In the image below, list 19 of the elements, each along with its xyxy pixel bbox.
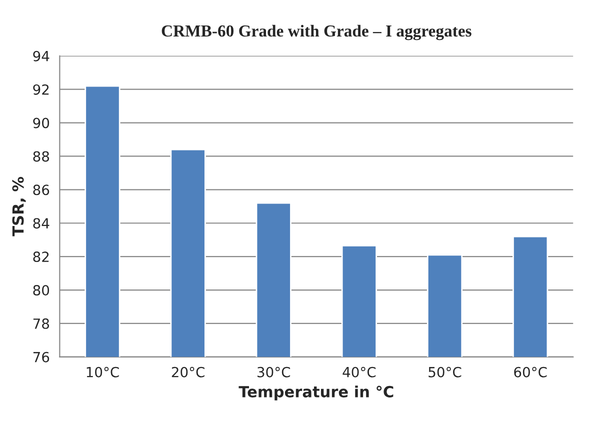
y-tick-label: 78 bbox=[33, 318, 50, 329]
x-tick-label: 40°C bbox=[342, 366, 376, 378]
y-tick-label: 92 bbox=[33, 84, 49, 95]
x-tick-label: 30°C bbox=[258, 366, 290, 378]
x-tick-label: 20°C bbox=[172, 366, 204, 378]
y-tick-label: 86 bbox=[33, 184, 50, 196]
y-tick-label: 88 bbox=[33, 151, 50, 162]
chart-title: CRMB-60 Grade with Grade – I aggregates bbox=[162, 24, 472, 40]
y-tick-label: 82 bbox=[33, 252, 49, 262]
y-tick-label: 90 bbox=[33, 118, 50, 128]
x-tick-label: 50°C bbox=[428, 366, 462, 378]
y-axis-title: TSR, % bbox=[12, 176, 26, 236]
y-tick-label: 94 bbox=[33, 50, 50, 62]
y-tick-label: 84 bbox=[33, 218, 50, 229]
x-axis-title: Temperature in °C bbox=[238, 386, 394, 400]
x-tick-label: 60°C bbox=[514, 366, 547, 378]
x-tick-label: 10°C bbox=[86, 366, 119, 378]
y-tick-label: 76 bbox=[33, 352, 50, 362]
y-tick-label: 80 bbox=[33, 284, 50, 296]
